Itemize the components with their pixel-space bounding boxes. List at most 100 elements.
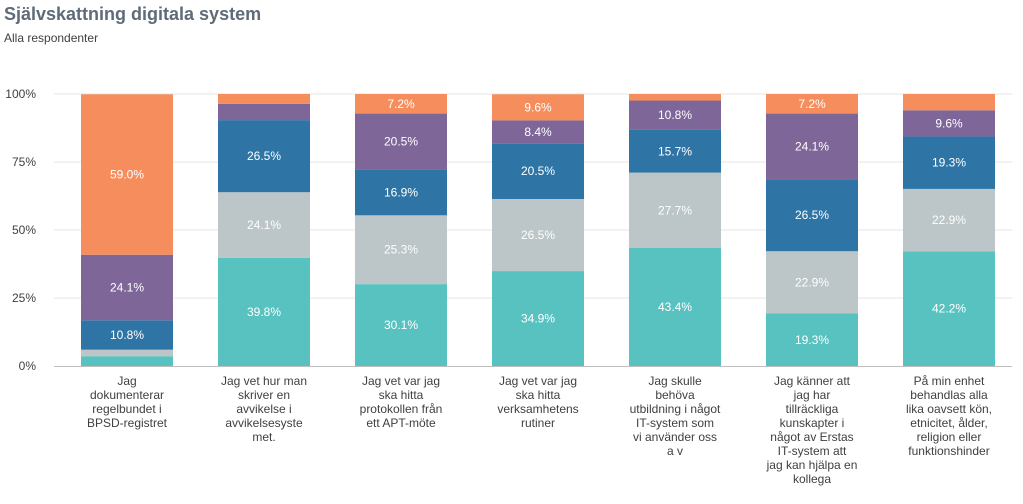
bar-segment	[355, 169, 447, 216]
bar-segment	[355, 113, 447, 170]
chart-title: Självskattning digitala system	[4, 4, 262, 24]
category-label: ett APT-möte	[366, 416, 436, 430]
bar-segment	[492, 94, 584, 121]
category-label: dokumenterar	[90, 388, 164, 402]
data-label: 22.9%	[795, 275, 829, 289]
bar-segment	[903, 110, 995, 137]
category-label: rutiner	[521, 416, 555, 430]
bar-segment	[629, 172, 721, 248]
bar-segment	[81, 254, 173, 321]
category-label: Jag vet hur man	[221, 374, 307, 388]
category-label: religion eller	[917, 430, 982, 444]
data-label: 43.4%	[658, 300, 692, 314]
bar-segment	[492, 198, 584, 272]
data-label: 26.5%	[247, 149, 281, 163]
category-label: avvikelse i	[236, 402, 291, 416]
data-label: 22.9%	[932, 213, 966, 227]
bar-segment	[903, 94, 995, 111]
category-label: funktionshinder	[908, 444, 989, 458]
data-label: 42.2%	[932, 302, 966, 316]
y-axis: 0% 25% 50% 75% 100%	[5, 87, 36, 373]
data-label: 9.6%	[524, 100, 552, 114]
category-label: lika oavsett kön,	[906, 402, 992, 416]
data-label: 25.3%	[384, 243, 418, 257]
data-label: 8.4%	[524, 125, 552, 139]
category-label: ska hitta	[379, 388, 424, 402]
data-label: 26.5%	[795, 208, 829, 222]
bar-segment	[766, 313, 858, 366]
data-label: 39.8%	[247, 305, 281, 319]
category-label: Jag skulle	[648, 374, 702, 388]
category-label: utbildning i något	[630, 402, 721, 416]
data-label: 19.3%	[932, 156, 966, 170]
bar-segment	[766, 251, 858, 314]
category-label: behandlas alla	[910, 388, 988, 402]
category-label: behöva	[655, 388, 695, 402]
category-label: vi använder oss	[633, 430, 717, 444]
bar-segment	[903, 136, 995, 189]
category-label: ska hitta	[516, 388, 561, 402]
category-label: jag kan hjälpa en	[766, 458, 858, 472]
bar-segment	[81, 320, 173, 350]
bar-segment	[492, 120, 584, 144]
bar-segment	[492, 271, 584, 366]
data-label: 10.8%	[110, 328, 144, 342]
category-label: Jag	[117, 374, 136, 388]
category-label: BPSD-registret	[87, 416, 168, 430]
category-label: etnicitet, ålder,	[910, 416, 987, 430]
data-label: 15.7%	[658, 144, 692, 158]
bar-segment	[766, 113, 858, 180]
y-tick-label: 25%	[12, 291, 36, 305]
data-label: 20.5%	[384, 134, 418, 148]
bar-segment	[492, 143, 584, 199]
bar-segment	[218, 120, 310, 193]
category-label: något av Erstas	[770, 430, 853, 444]
category-label: kollega	[793, 472, 831, 486]
y-tick-label: 0%	[19, 359, 37, 373]
data-label: 10.8%	[658, 108, 692, 122]
chart-subtitle: Alla respondenter	[4, 31, 99, 45]
data-label: 24.1%	[795, 139, 829, 153]
data-label: 26.5%	[521, 228, 555, 242]
category-label: kunskapter i	[780, 416, 845, 430]
category-label: a v	[667, 444, 683, 458]
category-label: regelbundet i	[92, 402, 161, 416]
data-label: 16.9%	[384, 185, 418, 199]
category-label: jag har	[793, 388, 831, 402]
bars: 10.8% 24.1% 59.0% 39.8% 24.1% 26.5% 30.1% 25.3%…	[81, 94, 995, 366]
category-label: Jag vet var jag	[499, 374, 577, 388]
category-label: På min enhet	[914, 374, 985, 388]
y-tick-label: 50%	[12, 223, 36, 237]
data-label: 34.9%	[521, 312, 555, 326]
data-label: 7.2%	[798, 97, 826, 111]
bar-segment	[766, 94, 858, 114]
bar-segment	[629, 247, 721, 366]
category-label: Jag känner att	[774, 374, 851, 388]
category-label: IT-system som	[636, 416, 714, 430]
bar-segment	[81, 356, 173, 366]
category-label: avvikelsesyste	[225, 416, 303, 430]
bar-segment	[903, 251, 995, 366]
category-label: protokollen från	[360, 402, 443, 416]
y-tick-label: 100%	[5, 87, 36, 101]
bar-segment	[766, 179, 858, 252]
bar-segment	[81, 94, 173, 255]
data-label: 19.3%	[795, 333, 829, 347]
category-label: met.	[252, 430, 275, 444]
bar-segment	[629, 100, 721, 130]
y-tick-label: 75%	[12, 155, 36, 169]
category-label: tillräckliga	[786, 402, 839, 416]
category-label: skriver en	[238, 388, 290, 402]
data-label: 24.1%	[110, 281, 144, 295]
data-label: 20.5%	[521, 164, 555, 178]
data-label: 7.2%	[387, 97, 415, 111]
data-label: 30.1%	[384, 318, 418, 332]
category-label: IT-system att	[778, 444, 847, 458]
bar-segment	[218, 192, 310, 258]
data-label: 24.1%	[247, 218, 281, 232]
bar-segment	[218, 94, 310, 104]
bar-segment	[355, 94, 447, 114]
data-label: 27.7%	[658, 203, 692, 217]
